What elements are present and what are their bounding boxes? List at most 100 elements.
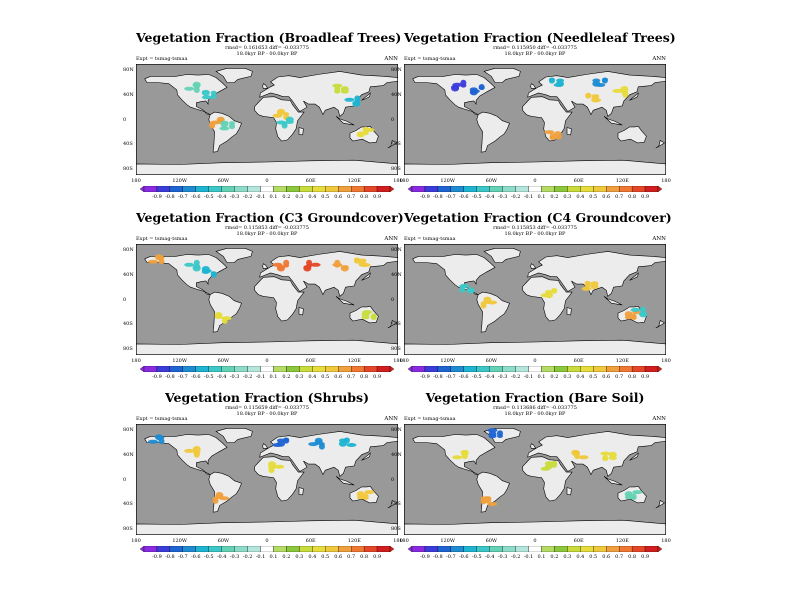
anomaly-cell [361,315,370,320]
x-tick-label: 60W [217,358,230,364]
colorbar-swatch [286,186,300,192]
land-antarctica [404,339,666,355]
y-tick-label: 80N [391,427,402,434]
anomaly-cell [608,451,617,458]
anomaly-cell [158,438,165,445]
anomaly-cell [155,254,163,259]
colorbar-tick-label: 0.1 [537,554,546,560]
anomaly-cell [585,92,592,99]
colorbar-swatch [169,366,183,372]
colorbar-swatch [325,546,339,552]
land-uk [262,443,269,450]
x-tick-label: 120W [172,538,187,544]
anomaly-cell [591,98,602,103]
colorbar-tick-label: 0.8 [628,554,637,560]
land-madagascar [566,307,572,316]
anomaly-cell [584,281,591,288]
x-tick-label: 60E [305,538,316,544]
map-frame [404,244,666,355]
land-madagascar [298,487,304,496]
land-new-zealand [387,500,398,509]
colorbar-swatch [515,546,529,552]
colorbar-tick-label: -0.7 [178,374,188,380]
world-map [404,424,666,535]
x-tick-label: 180 [661,538,671,544]
anomaly-cell [334,259,341,266]
anomaly-cell [466,289,475,294]
colorbar-swatch [515,186,529,192]
colorbar-swatch [363,546,378,552]
anomaly-cell [340,265,349,270]
panel-title: Vegetation Fraction (C4 Groundcover) [404,210,672,225]
colorbar-arrow-left [408,186,413,192]
colorbar-tick-label: -0.9 [152,194,162,200]
y-tick-label: 80S [123,165,133,172]
anomaly-cell [276,438,285,443]
x-tick-label: 120E [347,538,361,544]
colorbar-tick-label: 0.4 [576,554,585,560]
stats-rmsd: rmsd= 0.113686 diff= -0.033775 [493,405,577,411]
colorbar [140,546,394,552]
y-tick-label: 40S [391,501,401,508]
y-tick-label: 80N [391,67,402,74]
anomaly-cell [608,456,617,461]
colorbar-swatch [606,366,620,372]
x-tick-label: 0 [533,538,537,544]
panel-title: Vegetation Fraction (Needleleaf Trees) [404,30,676,45]
anomaly-cell [155,434,163,439]
colorbar-swatch [463,366,477,372]
anomaly-cell [332,83,343,88]
panel-title: Vegetation Fraction (Bare Soil) [425,390,645,405]
anomaly-cell [624,315,633,320]
colorbar-swatch [489,366,503,372]
experiment-label: Expt = tsmag-tsmaa [404,56,456,62]
colorbar-swatch [450,546,464,552]
colorbar-tick-label: 0.6 [602,194,611,200]
colorbar-swatch [143,546,158,552]
colorbar-arrow-left [408,546,413,552]
x-tick-label: 180 [393,358,403,364]
colorbar-swatch [338,186,352,192]
land-australia [617,125,647,144]
anomaly-cell [487,428,498,433]
y-tick-label: 40N [123,271,134,278]
anomaly-cell [480,498,487,505]
colorbar-tick-label: 0.3 [295,374,304,380]
y-tick-label: 80N [123,247,134,254]
colorbar-swatch [515,366,529,372]
anomaly-cell [210,93,217,100]
anomaly-cell [364,490,375,495]
anomaly-cell [158,258,165,265]
colorbar-tick-label: -0.2 [510,374,521,380]
land-japan [629,452,639,461]
colorbar-tick-label: -0.1 [523,554,534,560]
land-greenland [215,428,253,443]
colorbar-arrow-right [389,186,394,192]
anomaly-cell [578,455,589,460]
anomaly-cell [274,464,285,469]
anomaly-cell [219,126,230,131]
colorbar-swatch [424,546,439,552]
stats-period: 18.0kyr BP - 00.0kyr BP [504,51,566,57]
colorbar-tick-label: -0.8 [433,374,443,380]
land-eurasia [259,431,398,477]
colorbar-swatch [195,366,209,372]
colorbar-swatch [593,546,607,552]
colorbar-swatch [195,186,209,192]
colorbar-tick-label: 0.8 [628,194,637,200]
anomaly-cell [283,437,290,444]
colorbar-swatch [299,546,313,552]
anomaly-cell [590,281,599,286]
colorbar-tick-label: -0.4 [484,374,495,380]
anomaly-cell [201,269,210,274]
season-label: ANN [384,416,398,422]
y-tick-label: 0 [391,116,395,123]
anomaly-cell [571,450,580,454]
colorbar-swatch [489,186,503,192]
map-panel: Vegetation Fraction (Broadleaf Trees) rms… [123,30,403,210]
anomaly-cell [452,455,463,460]
anomaly-cell [581,286,592,291]
colorbar-swatch [411,366,426,372]
colorbar-tick-label: 0.4 [308,554,317,560]
map-frame [404,64,666,175]
